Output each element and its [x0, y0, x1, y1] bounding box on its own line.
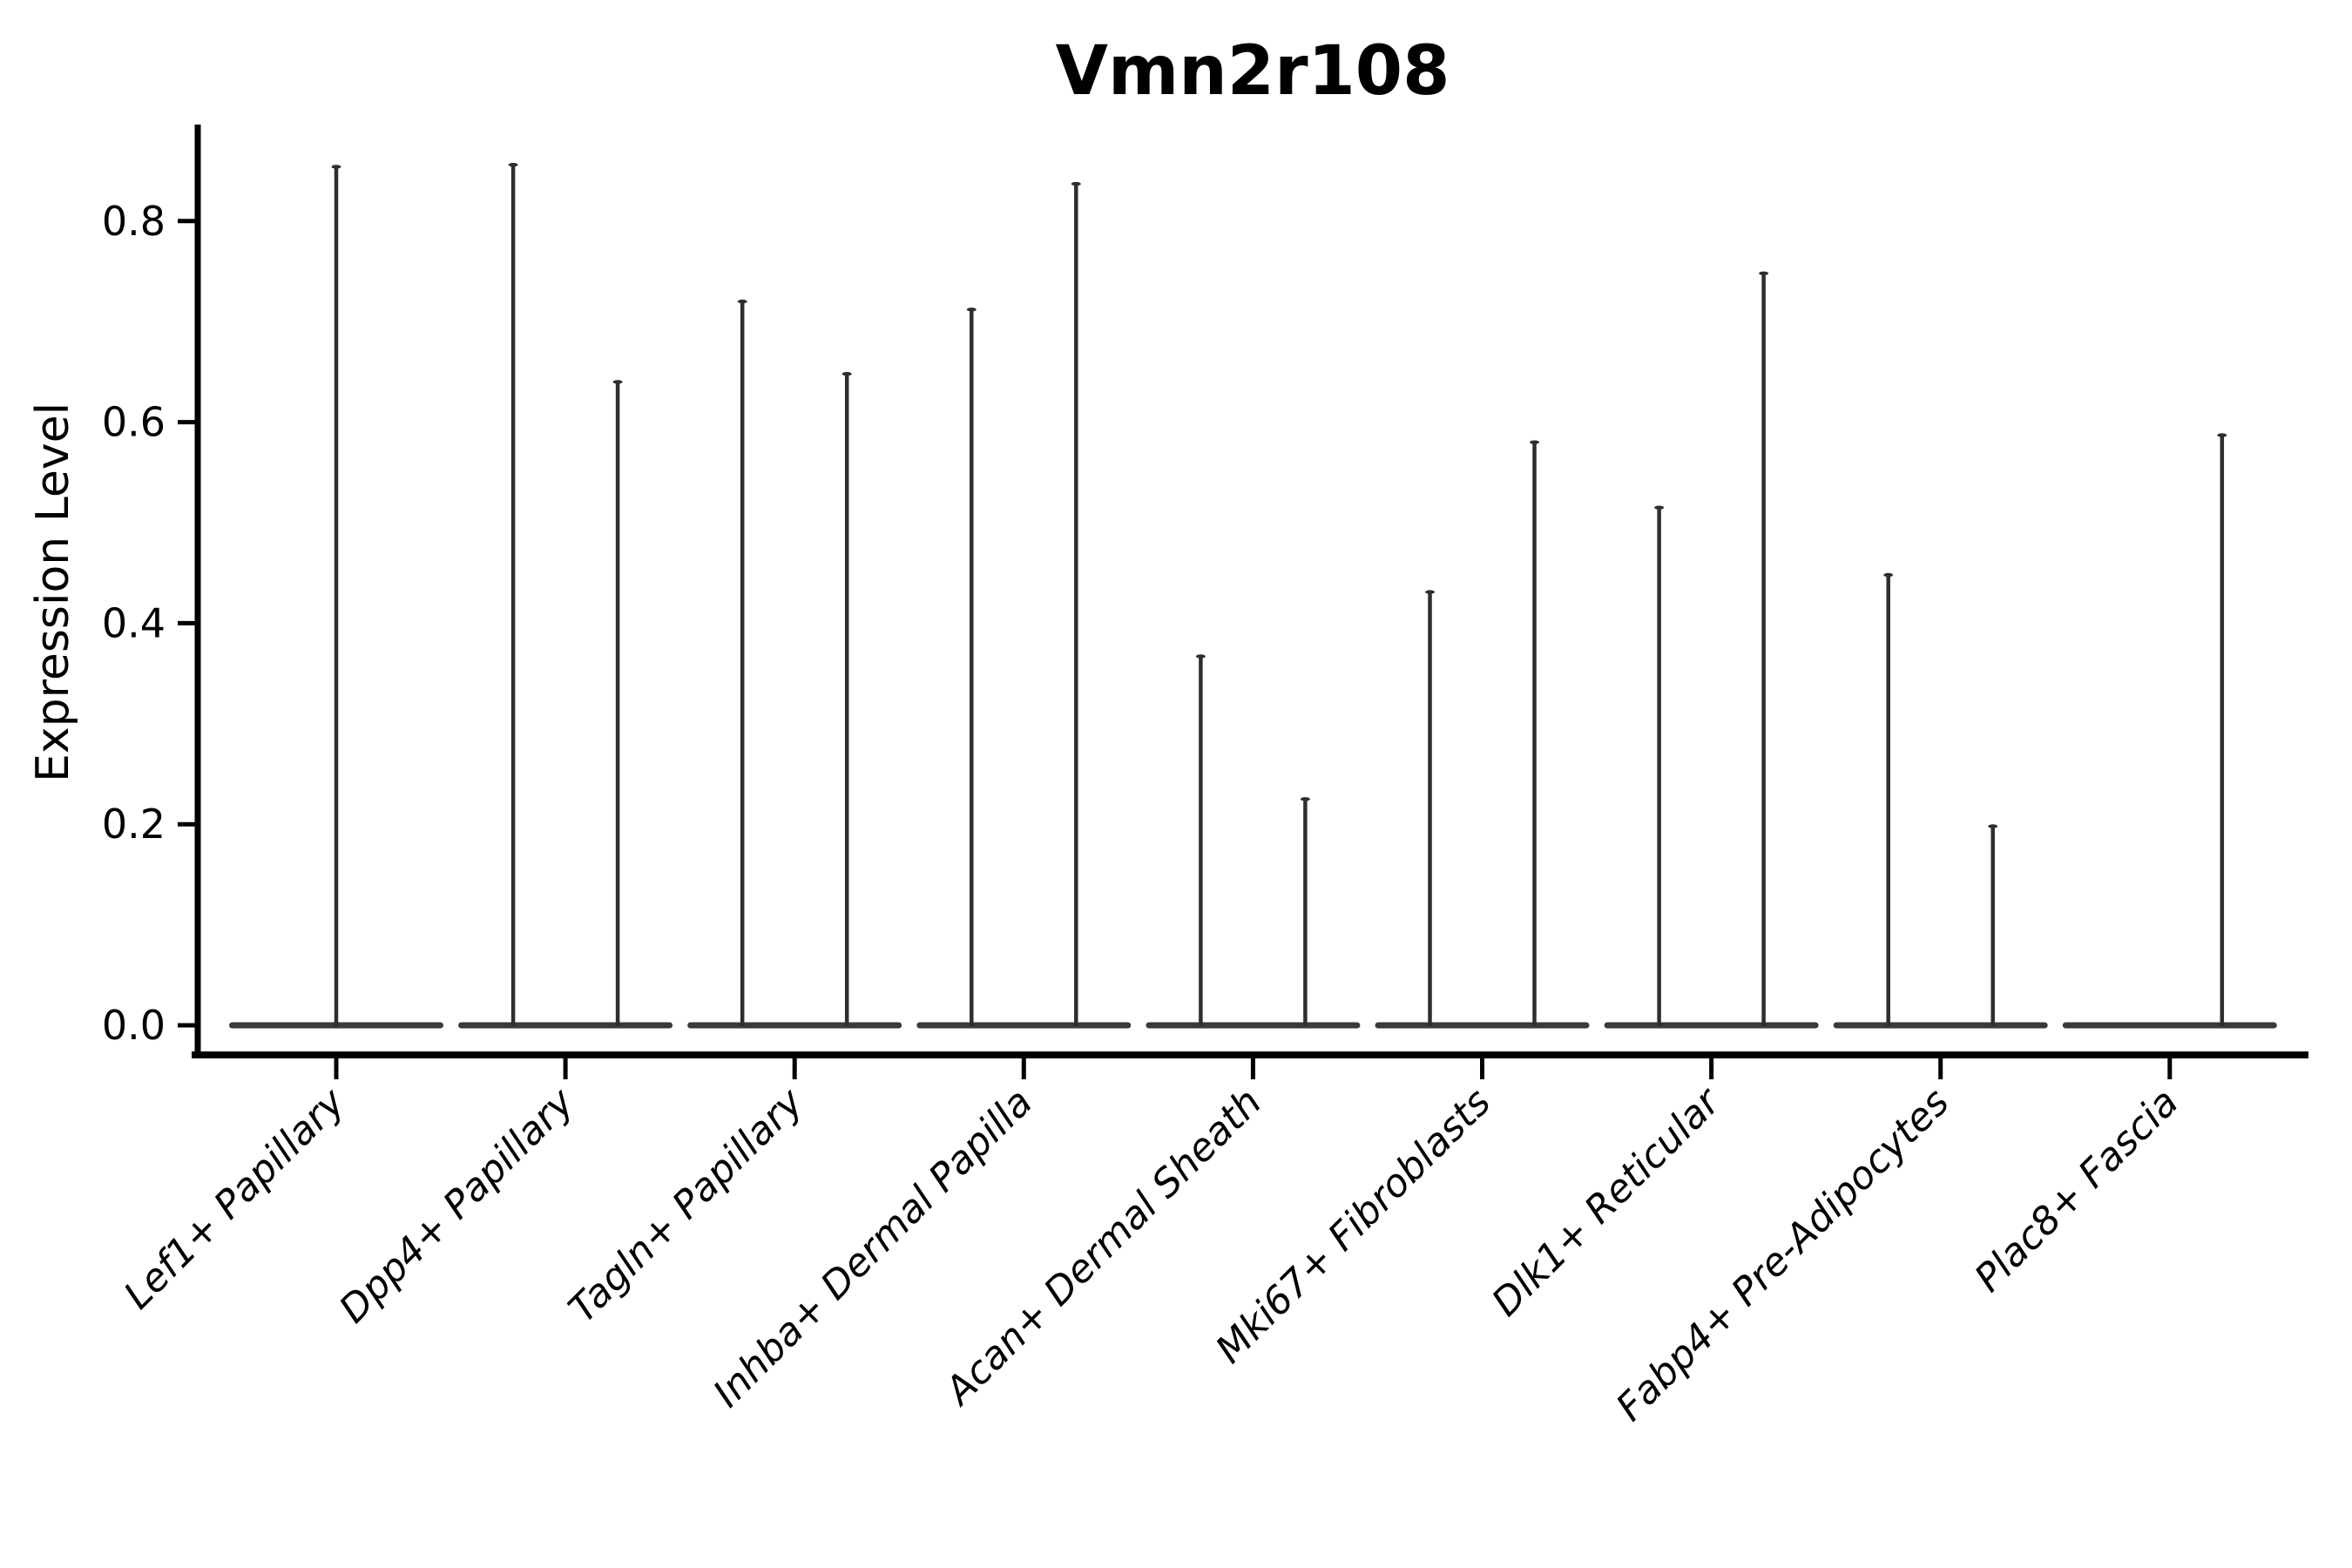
violin-baseline — [1146, 1022, 1361, 1029]
x-tick-label: Tagln+ Papillary — [560, 1079, 812, 1331]
violin-spike-cap — [1530, 440, 1539, 444]
y-tick-label: 0.8 — [102, 198, 166, 245]
violin-baseline — [2062, 1022, 2277, 1029]
violin-spike-cap — [331, 165, 341, 169]
violin-spike-cap — [966, 308, 977, 312]
y-tick-label: 0.0 — [102, 1002, 166, 1049]
violin-spike-cap — [1425, 590, 1435, 594]
y-axis-label: Expression Level — [27, 402, 79, 782]
violin-spike-cap — [1654, 505, 1665, 510]
violin-baseline — [1375, 1022, 1590, 1029]
violin-spike-cap — [1759, 271, 1769, 276]
violin-spike-cap — [1988, 824, 1998, 828]
violin-baseline — [687, 1022, 902, 1029]
violin-spike-cap — [737, 299, 747, 304]
violin-spike-cap — [1195, 654, 1206, 659]
violin-spike-cap — [2217, 433, 2227, 437]
violin-spike-cap — [1883, 572, 1894, 578]
y-tick-label: 0.4 — [102, 599, 166, 646]
violin-baseline — [1604, 1022, 1819, 1029]
violin-baseline — [1833, 1022, 2048, 1029]
violin-marks — [229, 162, 2277, 1029]
chart-title: Vmn2r108 — [1056, 32, 1450, 111]
violin-baseline — [458, 1022, 673, 1029]
violin-spike-cap — [1300, 797, 1310, 801]
axes — [178, 125, 2308, 1079]
x-tick-label: Dlk1+ Reticular — [1484, 1078, 1730, 1325]
violin-spike-cap — [841, 372, 852, 376]
violin-spike-cap — [612, 380, 623, 384]
y-tick-label: 0.6 — [102, 399, 166, 446]
y-tick-label: 0.2 — [102, 801, 166, 848]
violin-spike-cap — [1071, 181, 1081, 186]
x-tick-label: Lef1+ Papillary — [116, 1079, 355, 1318]
x-tick-label: Plac8+ Fascia — [1966, 1080, 2186, 1301]
x-tick-label: Dpp4+ Papillary — [331, 1079, 584, 1332]
violin-baseline — [916, 1022, 1132, 1029]
violin-spike-cap — [508, 162, 518, 167]
